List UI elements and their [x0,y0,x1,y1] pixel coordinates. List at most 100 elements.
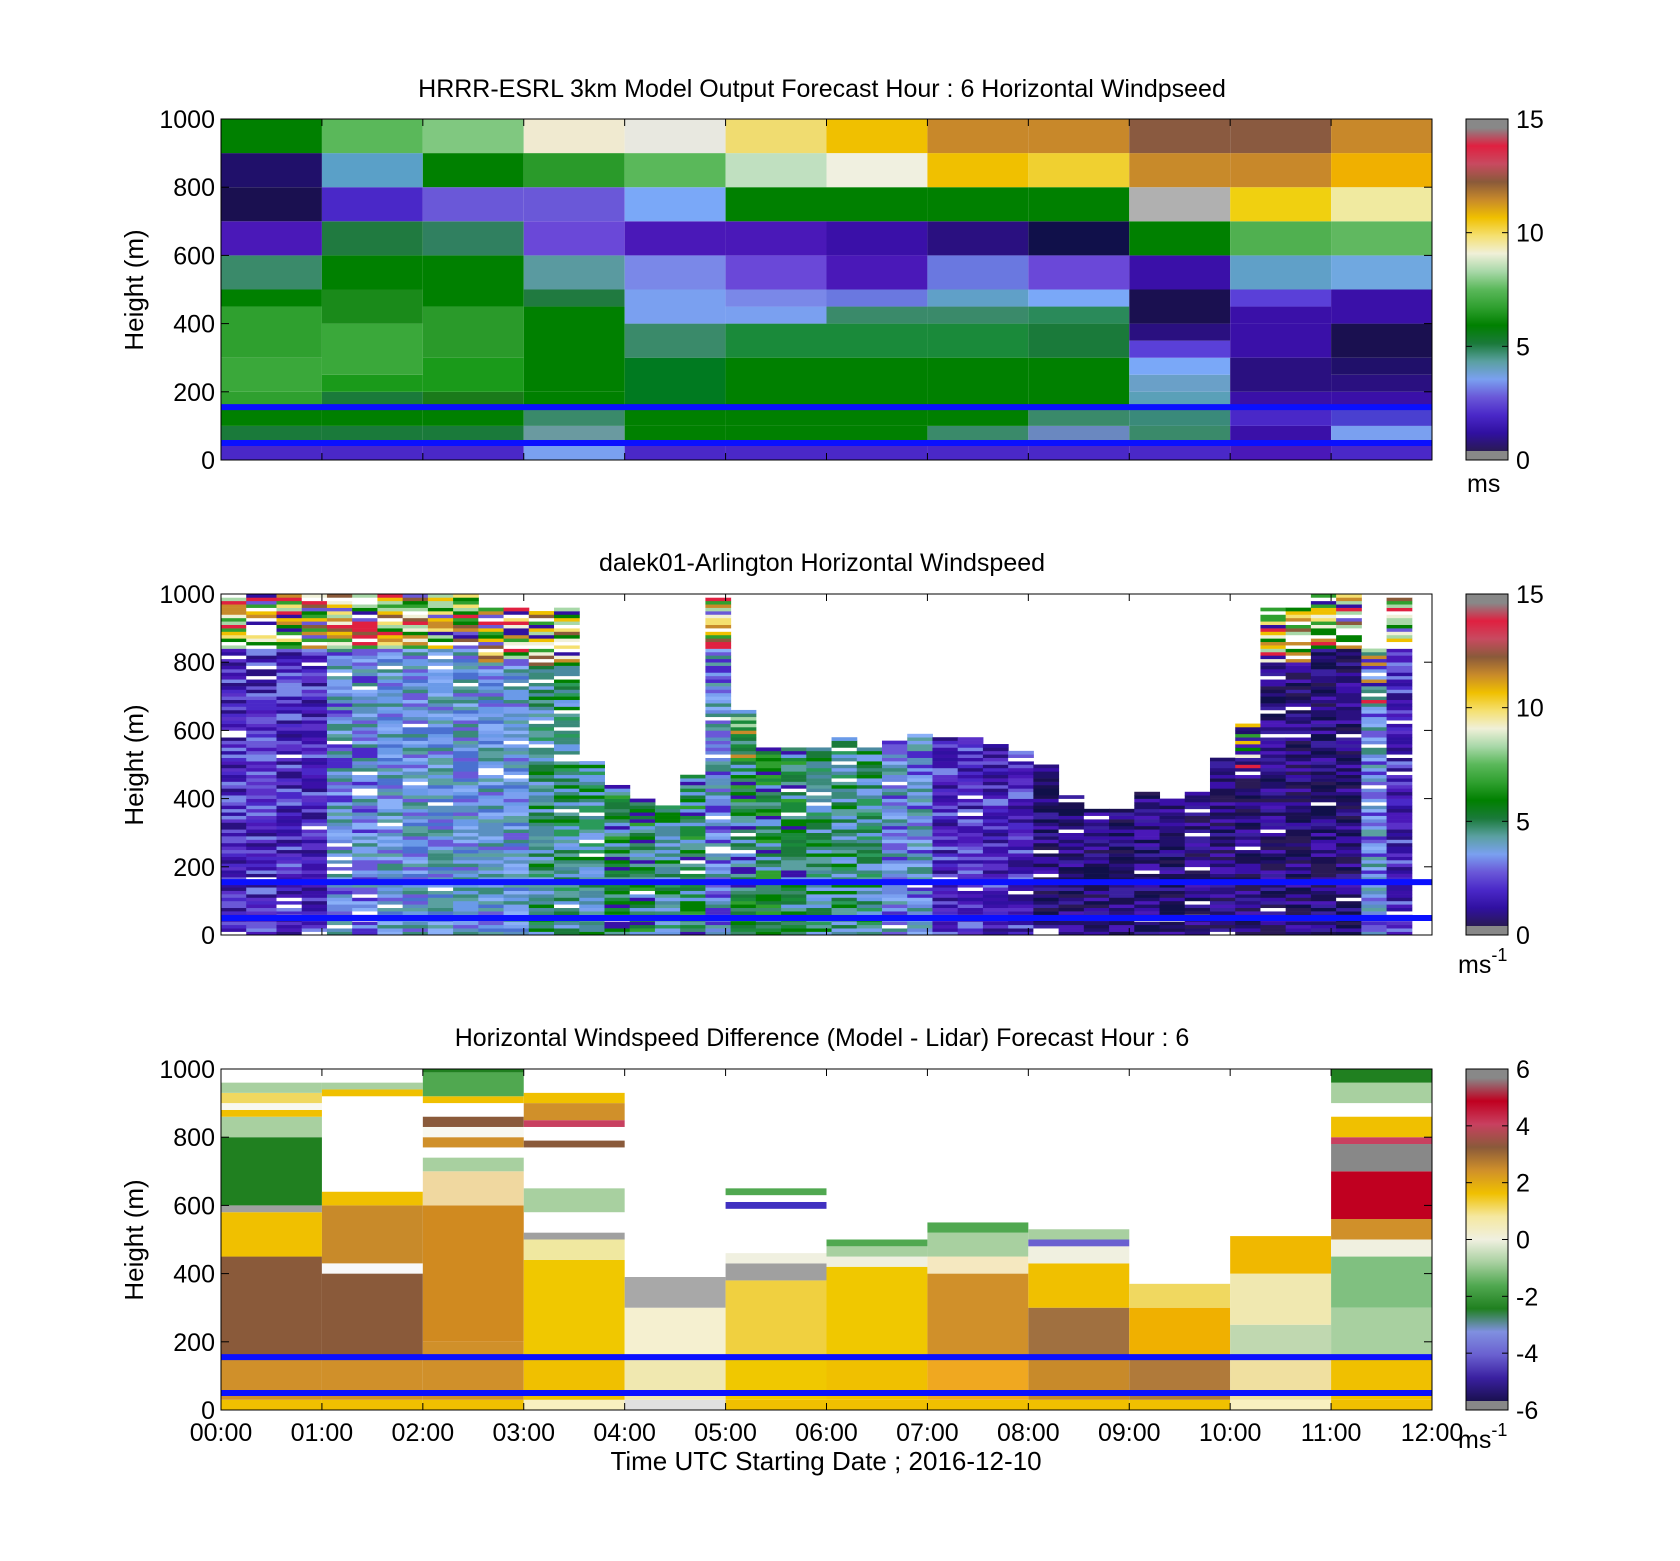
heatmap-cell [503,713,530,718]
heatmap-cell [579,761,605,765]
heatmap-cell [1134,849,1161,854]
heatmap-cell [453,815,479,820]
heatmap-cell [478,672,505,677]
heatmap-cell [1285,764,1312,769]
heatmap-cell [246,604,278,608]
heatmap-cell [730,747,757,752]
heatmap-cell [276,877,303,881]
heatmap-cell [1310,754,1337,758]
panel-lidar-ylabel: Height (m) [119,704,149,825]
heatmap-cell [957,921,984,926]
heatmap-cell [276,682,303,687]
heatmap-cell [352,856,378,861]
heatmap-cell [422,153,524,188]
heatmap-cell [427,658,454,663]
heatmap-cell [680,907,706,912]
heatmap-cell [781,921,807,926]
heatmap-cell [1083,904,1110,909]
heatmap-cell [1235,730,1261,735]
heatmap-cell [246,611,278,615]
heatmap-cell [1184,849,1211,854]
heatmap-cell [276,853,303,857]
heatmap-cell [453,825,479,830]
heatmap-cell [326,672,353,677]
heatmap-cell [1361,713,1388,718]
heatmap-cell [730,836,757,840]
heatmap-cell [705,692,732,697]
heatmap-cell [1260,846,1287,851]
heatmap-cell [246,672,278,677]
heatmap-cell [1235,877,1261,881]
heatmap-cell [579,808,605,813]
heatmap-cell [402,849,429,854]
heatmap-cell [427,907,454,912]
heatmap-cell [1386,651,1413,656]
heatmap-cell [478,924,505,929]
heatmap-cell [624,357,726,409]
heatmap-cell [276,692,303,697]
heatmap-cell [1260,849,1287,854]
heatmap-cell [221,692,247,697]
heatmap-cell [781,819,807,823]
heatmap-cell [1235,747,1261,752]
heatmap-cell [629,815,656,820]
heatmap-cell [957,866,984,871]
heatmap-cell [554,686,580,690]
heatmap-cell [1260,873,1287,878]
heatmap-cell [1058,931,1085,936]
heatmap-cell [1260,900,1287,905]
heatmap-cell [1134,921,1161,926]
heatmap-cell [1134,877,1161,881]
heatmap-cell [478,767,505,772]
heatmap-cell [503,911,530,915]
heatmap-cell [427,621,454,625]
heatmap-cell [427,682,454,687]
panel-model: HRRR-ESRL 3km Model Output Forecast Hour… [119,75,1544,498]
heatmap-cell [1310,866,1337,871]
heatmap-cell [402,723,429,728]
heatmap-cell [1260,754,1287,758]
heatmap-cell [957,863,984,868]
heatmap-cell [856,924,883,929]
heatmap-cell [1134,839,1161,844]
heatmap-cell [654,921,681,926]
heatmap-cell [1285,726,1312,731]
heatmap-cell [806,774,833,779]
heatmap-cell [1285,815,1312,820]
heatmap-cell [654,911,681,915]
heatmap-cell [453,682,479,687]
heatmap-cell [1260,883,1287,888]
heatmap-cell [422,1171,524,1206]
heatmap-cell [554,928,580,932]
heatmap-cell [554,624,580,629]
heatmap-cell [725,357,827,409]
heatmap-cell [554,825,580,830]
heatmap-cell [1361,699,1388,704]
heatmap-cell [1235,754,1261,758]
heatmap-cell [503,631,530,636]
heatmap-cell [1331,1219,1432,1240]
heatmap-cell [882,877,908,881]
heatmap-cell [680,784,706,789]
heatmap-cell [427,870,454,874]
heatmap-cell [1361,682,1388,687]
heatmap-cell [1260,819,1287,823]
heatmap-cell [1336,750,1362,755]
heatmap-cell [352,771,378,776]
heatmap-cell [478,624,505,629]
heatmap-cell [1083,887,1110,891]
heatmap-cell [1336,883,1362,888]
heatmap-cell [680,822,706,827]
heatmap-cell [478,853,505,857]
heatmap-cell [478,907,505,912]
heatmap-cell [301,720,328,724]
heatmap-cell [402,597,429,602]
heatmap-cell [1285,737,1312,741]
heatmap-cell [1134,836,1161,840]
heatmap-cell [680,904,706,909]
heatmap-cell [301,696,328,701]
heatmap-cell [503,883,530,888]
heatmap-cell [1235,863,1261,868]
heatmap-cell [453,604,479,608]
